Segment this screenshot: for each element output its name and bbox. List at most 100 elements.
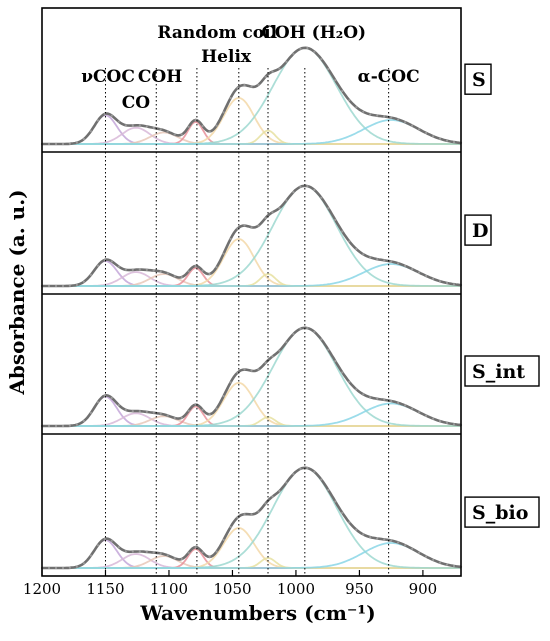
data-point (47, 284, 51, 288)
x-tick-label: 1000 (277, 580, 315, 598)
data-point (229, 525, 232, 529)
component-curve (42, 185, 461, 287)
data-point (236, 86, 239, 89)
data-point (180, 557, 183, 561)
data-point (117, 265, 120, 268)
data-point (145, 268, 148, 271)
data-point (313, 188, 316, 191)
data-point (306, 466, 309, 470)
data-point (117, 120, 120, 123)
data-point (362, 533, 365, 536)
panel-label-box (464, 214, 492, 246)
data-point (243, 224, 246, 227)
data-point (215, 407, 218, 410)
data-point (271, 70, 274, 73)
data-point (68, 424, 71, 427)
data-point (82, 419, 85, 423)
data-point (145, 125, 148, 128)
data-point (418, 551, 421, 554)
panel-s (40, 46, 463, 146)
data-point (306, 185, 309, 188)
data-point (215, 266, 218, 269)
data-point (285, 60, 288, 63)
data-point (355, 528, 358, 531)
data-point (271, 211, 274, 214)
data-point (243, 368, 246, 371)
data-point (355, 106, 358, 109)
data-point (96, 544, 99, 547)
data-point (61, 142, 65, 146)
y-axis-title: Absorbance (a. u.) (5, 189, 29, 395)
panel-d (40, 184, 463, 288)
data-point (82, 562, 85, 565)
panel-label-s-bio: S_bio (464, 496, 540, 528)
data-point (327, 68, 330, 71)
data-point (236, 516, 239, 519)
data-point (452, 564, 456, 568)
data-point (124, 268, 127, 271)
data-point (397, 118, 400, 121)
data-point (117, 546, 120, 549)
fit-curve (42, 46, 462, 146)
data-point (320, 58, 323, 61)
data-point (208, 555, 211, 559)
data-point (369, 256, 372, 259)
data-point (445, 281, 449, 285)
data-point (327, 348, 330, 351)
data-point (201, 408, 204, 411)
data-point (68, 566, 71, 569)
data-point (376, 397, 379, 400)
data-point (271, 495, 274, 498)
data-point (215, 124, 218, 127)
x-tick-label: 900 (409, 580, 438, 598)
data-point (131, 124, 134, 127)
data-point (173, 416, 176, 420)
component-curve (42, 47, 461, 145)
annotation-label: νCOC (81, 67, 135, 87)
data-point (334, 360, 337, 363)
component-curve (42, 126, 461, 145)
data-point (327, 488, 330, 492)
data-point (341, 230, 344, 233)
data-point (257, 368, 260, 371)
panel-label-d: D (464, 214, 492, 246)
data-point (327, 207, 330, 210)
data-point (54, 424, 58, 428)
data-point (131, 268, 134, 271)
data-point (390, 260, 393, 263)
data-point (320, 478, 323, 481)
data-point (278, 489, 281, 493)
panel-s-int (40, 326, 463, 428)
panel-labels-layer: S D S_int S_bio (464, 63, 540, 528)
data-point (194, 118, 197, 122)
data-point (166, 130, 169, 133)
panel-s-bio (40, 466, 463, 570)
data-point (376, 114, 379, 117)
data-point (187, 270, 190, 273)
data-point (75, 565, 78, 568)
data-point (452, 283, 456, 286)
data-point (348, 240, 351, 243)
data-point (236, 227, 239, 230)
data-point (362, 110, 365, 113)
data-point (152, 411, 155, 414)
data-point (208, 272, 211, 276)
data-point (229, 96, 232, 100)
data-point (306, 46, 309, 50)
data-point (313, 50, 316, 53)
data-point (376, 537, 379, 540)
data-point (404, 544, 407, 547)
annotation-label: CO (122, 93, 151, 113)
data-point (278, 207, 281, 210)
data-point (278, 67, 281, 70)
data-point (243, 513, 246, 516)
data-point (299, 327, 302, 330)
data-point (334, 79, 337, 82)
ticks-layer: 1200 1150 1100 1050 1000 950 900 (23, 570, 437, 598)
data-point (201, 269, 204, 272)
data-point (47, 424, 51, 428)
data-point (61, 424, 65, 428)
data-point (397, 401, 400, 404)
data-point (425, 555, 428, 558)
